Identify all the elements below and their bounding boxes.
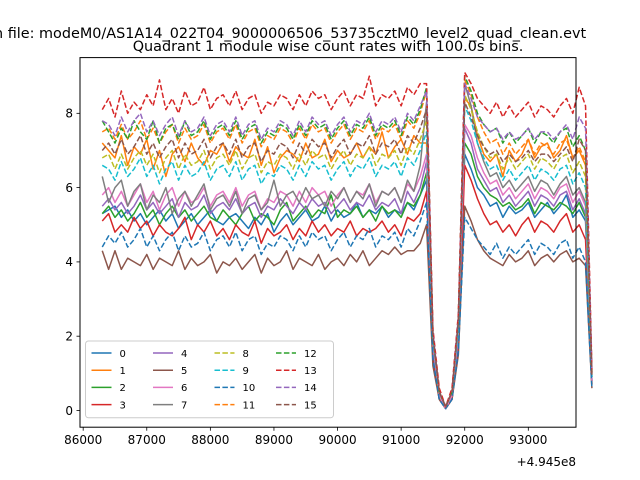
series-line-0 <box>101 153 593 410</box>
series-line-7 <box>101 82 593 408</box>
y-tick-label: 6 <box>65 181 73 195</box>
legend-label-11: 11 <box>243 400 256 411</box>
legend-label-12: 12 <box>304 349 317 360</box>
y-tick-label: 0 <box>65 404 73 418</box>
x-tick-label: 92000 <box>446 433 484 447</box>
legend-label-14: 14 <box>304 383 317 394</box>
legend-label-3: 3 <box>120 400 126 411</box>
y-tick-label: 4 <box>65 255 73 269</box>
series-line-3 <box>101 164 593 410</box>
x-tick-label: 93000 <box>509 433 547 447</box>
axes-frame <box>79 57 577 428</box>
legend-label-5: 5 <box>181 366 187 377</box>
legend-label-7: 7 <box>181 400 187 411</box>
legend-label-2: 2 <box>120 383 126 394</box>
legend-label-6: 6 <box>181 383 187 394</box>
legend-label-9: 9 <box>243 366 249 377</box>
series-line-8 <box>101 94 593 408</box>
y-tick-label: 2 <box>65 329 73 343</box>
series-line-11 <box>101 79 593 408</box>
figure-suptitle: n file: modeM0/AS1A14_022T04_9000006506_… <box>0 26 587 42</box>
legend-label-8: 8 <box>243 349 249 360</box>
axis-ticks: 86000 87000 88000 89000 90000 91000 92000 93000… <box>64 107 547 448</box>
legend-label-15: 15 <box>304 400 317 411</box>
legend-label-13: 13 <box>304 366 317 377</box>
series-line-10 <box>101 201 593 410</box>
legend-label-1: 1 <box>120 366 126 377</box>
legend-box <box>85 340 334 419</box>
x-tick-label: 90000 <box>318 433 356 447</box>
legend-label-4: 4 <box>181 349 187 360</box>
x-tick-label: 86000 <box>64 433 102 447</box>
series-line-15 <box>101 101 593 408</box>
series-line-2 <box>101 142 593 410</box>
x-tick-label: 89000 <box>255 433 293 447</box>
x-tick-label: 87000 <box>128 433 166 447</box>
x-tick-label: 91000 <box>382 433 420 447</box>
series-line-9 <box>101 105 593 408</box>
x-offset-text: +4.945e8 <box>517 455 576 469</box>
y-tick-label: 8 <box>65 107 73 121</box>
plot-area <box>101 71 593 410</box>
legend-label-0: 0 <box>120 349 126 360</box>
series-line-13 <box>101 71 593 408</box>
series-line-4 <box>101 127 593 410</box>
chart-title: Quadrant 1 module wise count rates with … <box>133 39 524 55</box>
legend-label-10: 10 <box>243 383 256 394</box>
x-tick-label: 88000 <box>191 433 229 447</box>
series-line-5 <box>101 205 593 410</box>
series-line-14 <box>101 82 593 408</box>
